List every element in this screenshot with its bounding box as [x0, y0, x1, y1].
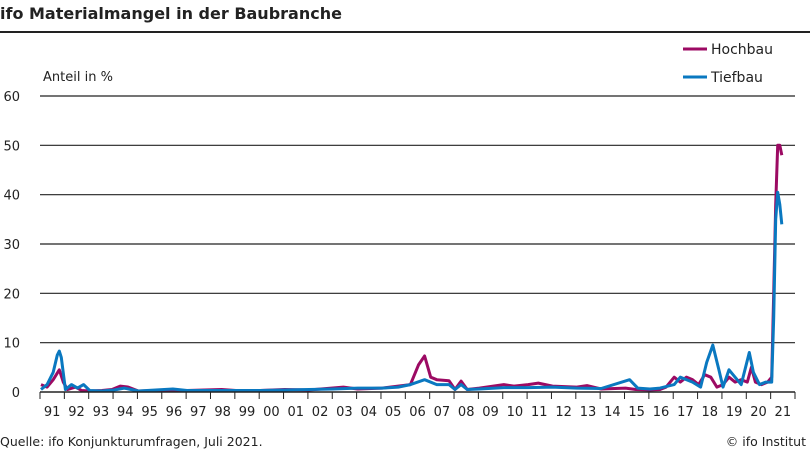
copyright: © ifo Institut	[725, 434, 806, 449]
x-tick-label: 94	[117, 405, 134, 420]
x-tick-label: 95	[141, 405, 158, 420]
title-rule	[0, 31, 810, 33]
source-note: Quelle: ifo Konjunkturumfragen, Juli 202…	[0, 434, 263, 449]
x-tick-label: 20	[750, 405, 767, 420]
x-tick-label: 99	[239, 405, 256, 420]
x-tick-label: 00	[263, 405, 280, 420]
x-tick-label: 09	[482, 405, 499, 420]
series-line-tiefbau	[40, 190, 784, 393]
x-tick-label: 91	[44, 405, 61, 420]
x-tick-label: 93	[93, 405, 110, 420]
x-tick-label: 19	[726, 405, 743, 420]
x-tick-label: 10	[507, 405, 524, 420]
y-tick-label: 50	[3, 139, 20, 154]
y-tick-label: 0	[12, 386, 20, 401]
y-tick-label: 40	[3, 189, 20, 204]
y-tick-label: 30	[3, 238, 20, 253]
chart-title: ifo Materialmangel in der Baubranche	[0, 4, 342, 23]
x-tick-label: 11	[531, 405, 548, 420]
x-tick-label: 01	[287, 405, 304, 420]
x-tick-label: 13	[580, 405, 597, 420]
x-tick-label: 05	[385, 405, 402, 420]
x-tick-label: 14	[604, 405, 621, 420]
x-tick-label: 02	[312, 405, 329, 420]
x-tick-label: 97	[190, 405, 207, 420]
x-tick-label: 92	[68, 405, 85, 420]
legend-label: Hochbau	[711, 42, 773, 58]
x-tick-label: 06	[409, 405, 426, 420]
y-tick-label: 60	[3, 90, 20, 105]
x-tick-label: 18	[701, 405, 718, 420]
x-tick-label: 03	[336, 405, 353, 420]
x-tick-label: 12	[555, 405, 572, 420]
x-tick-label: 98	[214, 405, 231, 420]
x-tick-label: 15	[628, 405, 645, 420]
y-axis-label: Anteil in %	[43, 70, 113, 85]
x-tick-label: 08	[458, 405, 475, 420]
y-tick-label: 20	[3, 287, 20, 302]
x-tick-label: 16	[653, 405, 670, 420]
y-tick-label: 10	[3, 337, 20, 352]
x-tick-label: 96	[166, 405, 183, 420]
x-tick-label: 21	[775, 405, 792, 420]
x-tick-label: 17	[677, 405, 694, 420]
legend-label: Tiefbau	[710, 70, 763, 86]
series-line-hochbau	[40, 143, 784, 393]
x-tick-label: 07	[434, 405, 451, 420]
x-tick-label: 04	[361, 405, 378, 420]
